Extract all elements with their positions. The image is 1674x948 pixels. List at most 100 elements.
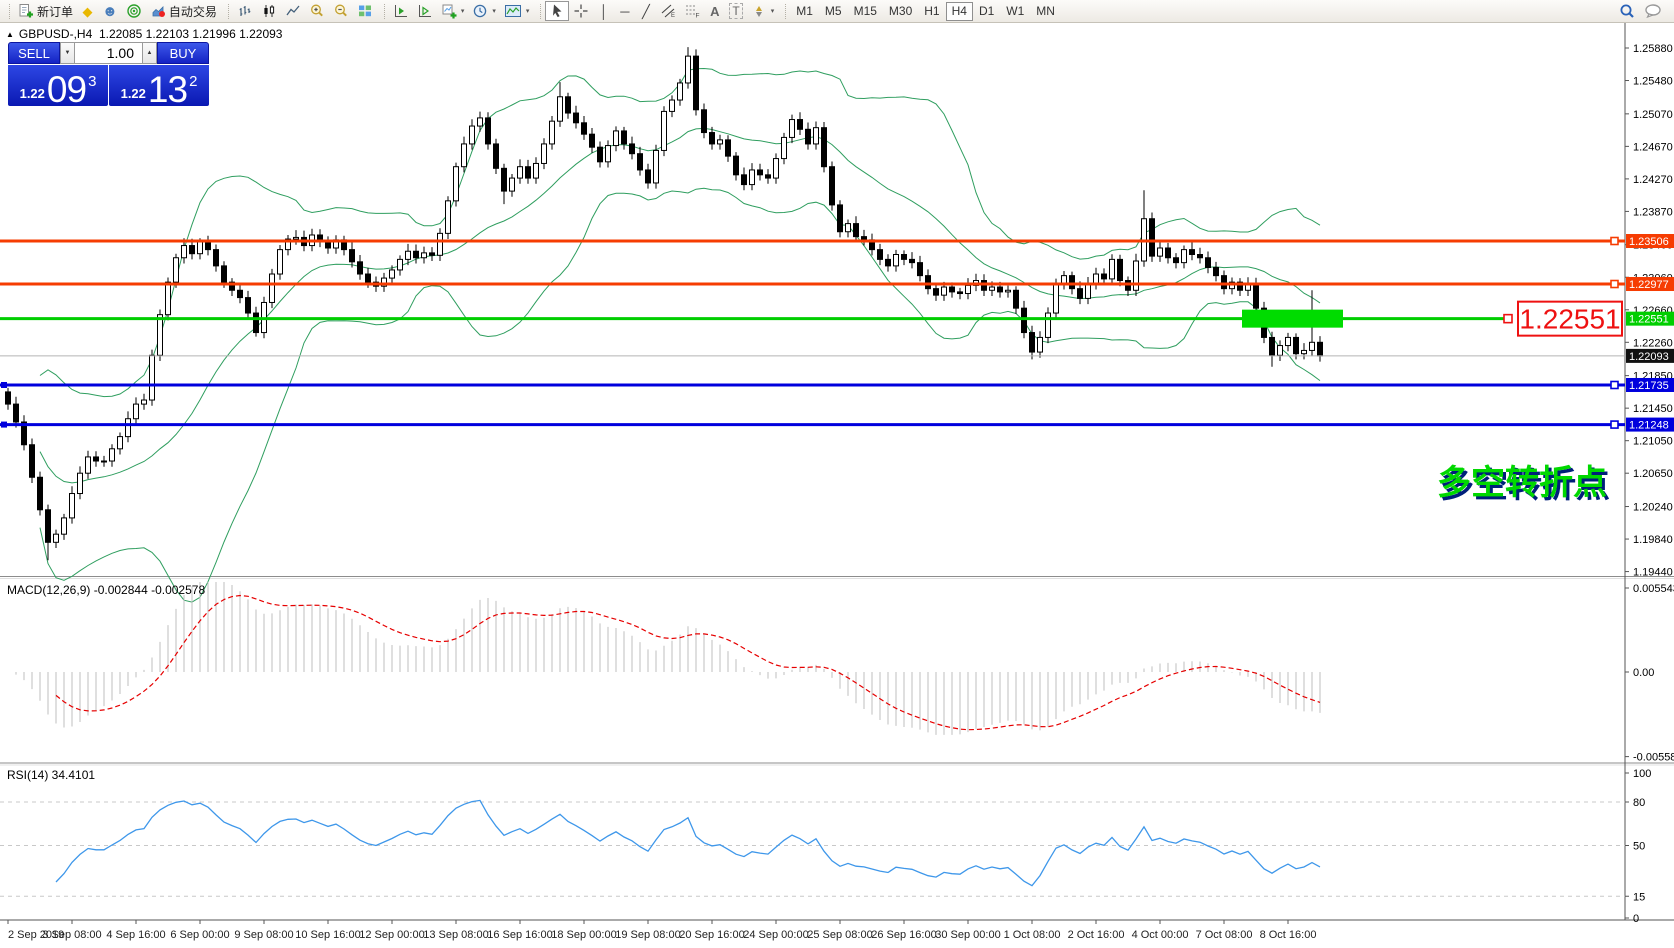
new-chart-button[interactable]: ▾ <box>437 1 469 21</box>
trendline-icon: ╱ <box>641 3 650 19</box>
horizontal-line-button[interactable]: ─ <box>614 1 635 21</box>
buy-price-pip: 2 <box>189 73 198 90</box>
candle <box>917 262 923 277</box>
zoom-in-button[interactable] <box>305 1 329 21</box>
candle <box>1005 289 1011 293</box>
candle <box>237 289 243 299</box>
volume-input[interactable] <box>75 42 142 64</box>
candle <box>565 96 571 114</box>
candle <box>789 119 795 138</box>
chat-button[interactable] <box>1640 1 1666 21</box>
candle <box>1029 332 1035 353</box>
strategy-tester-button[interactable] <box>389 1 413 21</box>
candle <box>805 128 811 145</box>
template-button[interactable]: ▾ <box>500 1 534 21</box>
candles <box>5 47 1323 561</box>
svg-text:24 Sep 00:00: 24 Sep 00:00 <box>743 929 808 941</box>
candlestick-icon <box>264 5 274 17</box>
candle <box>5 391 11 405</box>
volume-increase-button[interactable]: ▲ <box>142 42 157 64</box>
candle <box>1045 312 1051 338</box>
zoom-out-button[interactable] <box>329 1 353 21</box>
timeframe-bar: M1 M5 M15 M30 H1 H4 D1 W1 MN <box>790 1 1061 21</box>
timeframe-m30-button[interactable]: M30 <box>883 2 918 21</box>
channel-button[interactable]: E <box>656 1 680 21</box>
profiles-button[interactable]: ☻ <box>98 1 122 21</box>
symbol-name: GBPUSD-,H4 <box>18 27 93 41</box>
trendline-button[interactable]: ╱ <box>635 1 656 21</box>
candle <box>533 162 539 179</box>
candle <box>349 249 355 263</box>
chart-candles-button[interactable] <box>257 1 281 21</box>
candle <box>1293 336 1299 355</box>
sell-button[interactable]: SELL <box>8 42 60 64</box>
new-order-button[interactable]: 新订单 <box>14 1 77 21</box>
search-button[interactable] <box>1615 1 1640 21</box>
buy-button[interactable]: BUY <box>157 42 209 64</box>
sell-price-box[interactable]: 1.22 09 3 <box>8 65 108 108</box>
candle <box>949 286 955 293</box>
zoom-out-icon <box>334 4 347 17</box>
price-axis[interactable]: 1.25880 1.25480 1.25070 1.24670 1.24270 1.238… <box>1625 43 1674 579</box>
candle <box>989 286 995 291</box>
autotrade-button[interactable]: 自动交易 <box>146 1 221 21</box>
signals-button[interactable] <box>122 1 146 21</box>
step-forward-button[interactable] <box>413 1 437 21</box>
cursor-button[interactable] <box>545 1 570 21</box>
metaeditor-button[interactable]: ◆ <box>77 1 98 21</box>
candle <box>749 169 755 186</box>
candle <box>397 258 403 271</box>
horizontal-line-objects[interactable] <box>0 236 1625 429</box>
timeframe-m5-button[interactable]: M5 <box>819 2 848 21</box>
label-tool-button[interactable]: T <box>725 1 746 21</box>
chart-line-button[interactable] <box>281 1 305 21</box>
candle <box>621 130 627 145</box>
label-tool-icon: T <box>729 3 743 19</box>
fibonacci-button[interactable]: F <box>680 1 704 21</box>
buy-price-box[interactable]: 1.22 13 2 <box>109 65 209 108</box>
timeframe-mn-button[interactable]: MN <box>1030 2 1061 21</box>
svg-text:26 Sep 16:00: 26 Sep 16:00 <box>871 929 936 941</box>
candle <box>229 281 235 291</box>
timeframe-d1-button[interactable]: D1 <box>973 2 1000 21</box>
autotrade-label: 自动交易 <box>168 4 217 19</box>
candle <box>469 125 475 145</box>
highlight-box[interactable] <box>1242 309 1343 328</box>
volume-decrease-button[interactable]: ▼ <box>60 42 75 64</box>
svg-text:多空转折点: 多空转折点 <box>1437 464 1607 502</box>
clock-icon <box>474 4 487 18</box>
arrows-tool-button[interactable]: ▾ <box>747 1 779 21</box>
timeframe-h1-button[interactable]: H1 <box>918 2 945 21</box>
crosshair-button[interactable] <box>569 1 593 21</box>
text-tool-button[interactable]: A <box>704 1 725 21</box>
svg-text:1.19440: 1.19440 <box>1633 567 1673 579</box>
price-callout[interactable]: 1.22551 <box>1503 300 1623 337</box>
vertical-line-button[interactable]: │ <box>593 1 614 21</box>
candle <box>1237 281 1243 291</box>
candle <box>837 204 843 233</box>
chart-bars-button[interactable] <box>233 1 257 21</box>
candle <box>557 96 563 122</box>
candle <box>477 117 483 127</box>
candle <box>1133 260 1139 291</box>
candle <box>853 223 859 238</box>
timeframe-m15-button[interactable]: M15 <box>848 2 883 21</box>
candle <box>1309 341 1315 351</box>
candle <box>45 509 51 543</box>
timeframe-h4-button[interactable]: H4 <box>945 1 973 21</box>
svg-text:多空转折点: 多空转折点 <box>1440 467 1610 505</box>
candle <box>277 249 283 275</box>
timeframe-w1-button[interactable]: W1 <box>1000 2 1030 21</box>
candle <box>1077 288 1083 299</box>
tile-windows-button[interactable] <box>353 1 377 21</box>
candle <box>21 421 27 446</box>
collapse-quotes-icon[interactable]: ▲ <box>6 30 14 39</box>
periods-button[interactable]: ▾ <box>468 1 500 21</box>
timeframe-m1-button[interactable]: M1 <box>790 2 819 21</box>
svg-text:2 Sep 2019: 2 Sep 2019 <box>8 929 64 941</box>
candle <box>125 418 131 438</box>
candle <box>757 169 763 176</box>
svg-text:1.24270: 1.24270 <box>1633 174 1673 186</box>
